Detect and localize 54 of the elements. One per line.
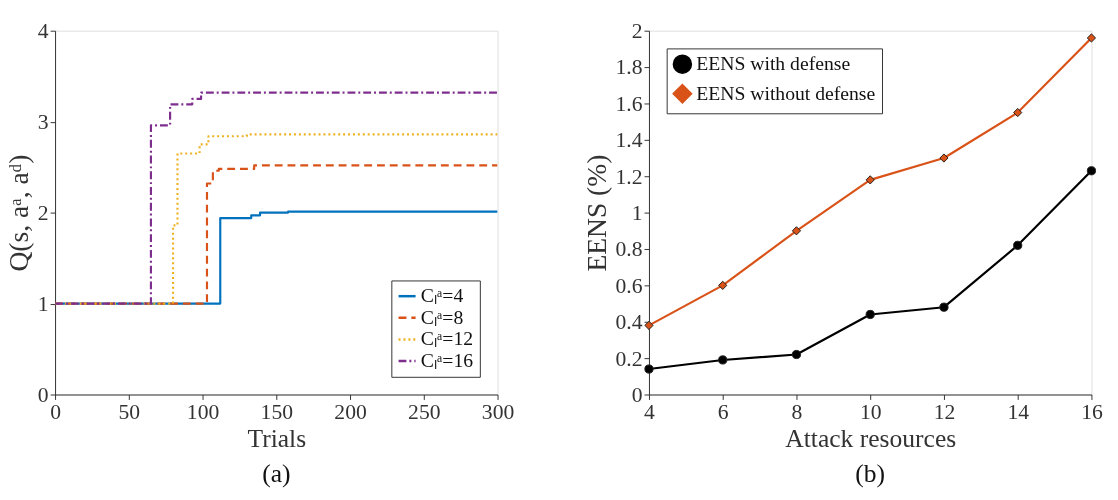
y-tick-label: 0.6 xyxy=(615,273,643,298)
y-tick-label: 1 xyxy=(37,291,49,316)
x-tick-label: 8 xyxy=(791,399,803,424)
point xyxy=(1013,240,1023,250)
y-tick-label: 1.6 xyxy=(615,91,643,116)
x-tick-label: 50 xyxy=(118,399,141,424)
y-tick-label: 1 xyxy=(631,200,643,225)
y-tick-label: 2 xyxy=(37,200,49,225)
point xyxy=(1086,166,1097,176)
y-axis-title: Q(s, aᵃ, aᵈ) xyxy=(3,154,35,272)
point xyxy=(644,320,654,330)
text: (b) xyxy=(855,459,886,489)
point xyxy=(791,226,802,236)
x-tick-label: 200 xyxy=(334,399,367,424)
legend-label: Cₗᵃ=4 xyxy=(420,284,464,307)
y-tick-label: 1.4 xyxy=(615,128,643,153)
x-tick-label: 16 xyxy=(1081,399,1103,424)
x-tick-label: 10 xyxy=(859,399,882,424)
point xyxy=(718,280,728,290)
text: (a) xyxy=(262,459,291,489)
point xyxy=(791,349,802,360)
legend-label: EENS with defense xyxy=(696,52,851,75)
x-tick-label: 100 xyxy=(186,399,220,424)
point xyxy=(865,175,875,185)
y-tick-label: 0 xyxy=(37,382,49,407)
point xyxy=(644,364,654,374)
point xyxy=(939,153,949,163)
y-tick-label: 0.8 xyxy=(615,237,643,262)
x-tick-label: 150 xyxy=(260,399,294,424)
y-tick-label: 0.2 xyxy=(615,346,643,371)
y-tick-label: 1.8 xyxy=(615,55,643,80)
x-axis-title: Attack resources xyxy=(785,424,957,454)
y-axis-title: EENS (%) xyxy=(580,154,612,272)
legend-label: Cₗᵃ=8 xyxy=(420,305,464,328)
point xyxy=(865,309,875,320)
point xyxy=(939,302,949,312)
y-tick-label: 3 xyxy=(37,110,49,135)
x-tick-label: 6 xyxy=(717,399,729,424)
y-tick-label: 0 xyxy=(631,382,643,407)
x-tick-label: 14 xyxy=(1007,399,1030,424)
x-tick-label: 300 xyxy=(481,399,515,424)
y-tick-label: 0.4 xyxy=(615,310,643,335)
y-tick-label: 1.2 xyxy=(615,164,643,189)
point xyxy=(1086,33,1097,43)
legend-label: Cₗᵃ=12 xyxy=(420,327,474,350)
y-tick-label: 4 xyxy=(37,19,49,44)
point xyxy=(1013,107,1023,118)
x-tick-label: 250 xyxy=(408,399,441,424)
legend-label: EENS without defense xyxy=(696,81,876,104)
x-axis-title: Trials xyxy=(247,424,307,454)
y-tick-label: 2 xyxy=(631,19,643,44)
point xyxy=(718,355,728,365)
x-tick-label: 12 xyxy=(933,399,956,424)
legend-label: Cₗᵃ=16 xyxy=(420,348,474,371)
